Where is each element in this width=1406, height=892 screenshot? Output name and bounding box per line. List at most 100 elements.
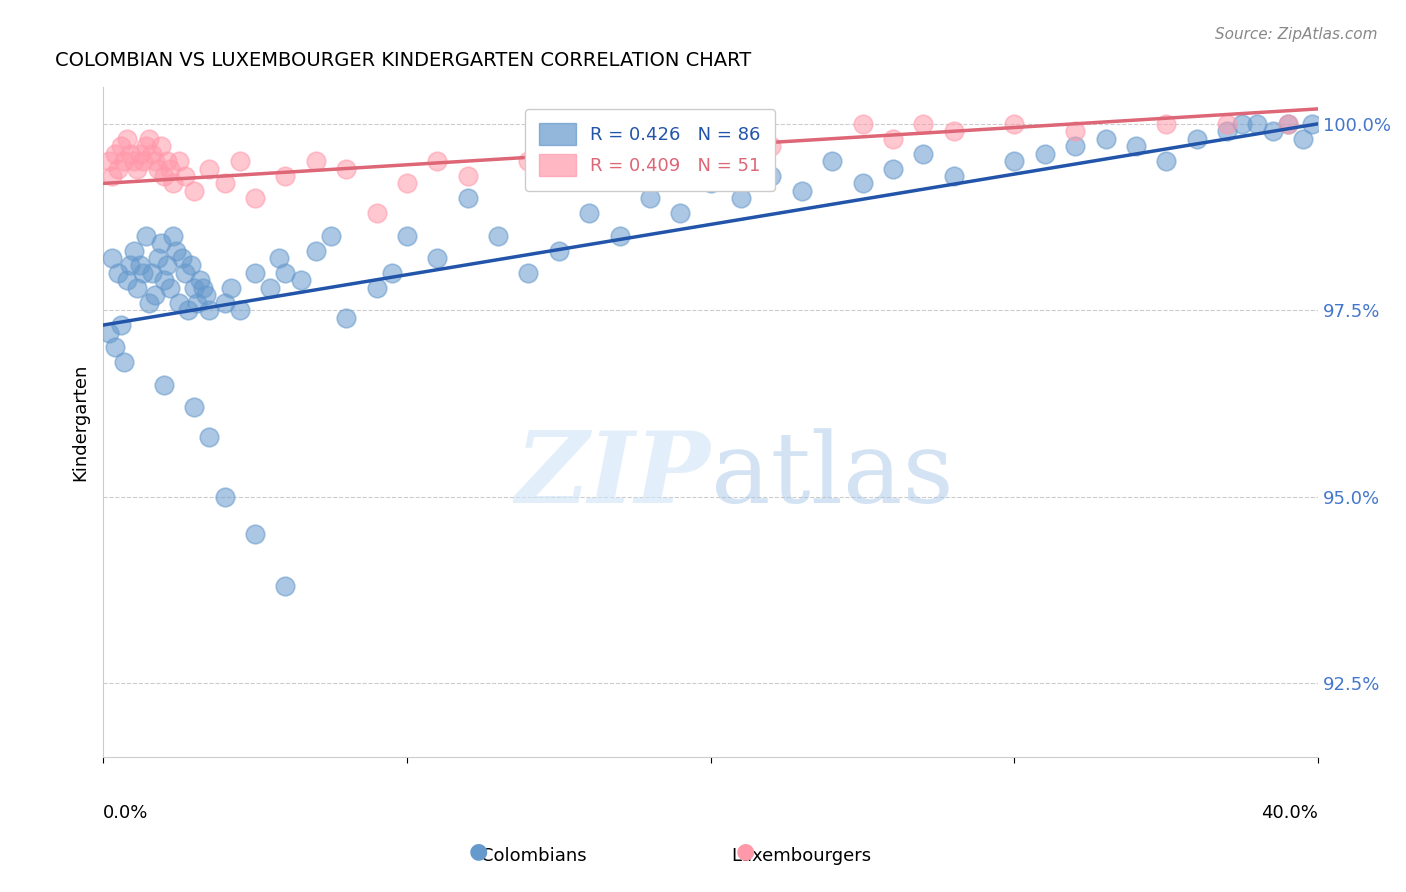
- Point: [426, 154, 449, 169]
- Point: [229, 303, 252, 318]
- Point: [609, 139, 631, 153]
- Point: [1292, 131, 1315, 145]
- Point: [1216, 124, 1239, 138]
- Point: [198, 303, 221, 318]
- Point: [141, 146, 163, 161]
- Point: [167, 295, 190, 310]
- Point: [274, 169, 297, 183]
- Point: [112, 355, 135, 369]
- Point: [1002, 117, 1025, 131]
- Point: [395, 228, 418, 243]
- Point: [381, 266, 404, 280]
- Point: [156, 154, 179, 169]
- Point: [547, 146, 569, 161]
- Point: [942, 124, 965, 138]
- Point: [146, 251, 169, 265]
- Point: [426, 251, 449, 265]
- Point: [195, 288, 218, 302]
- Point: [183, 400, 205, 414]
- Point: [1301, 117, 1323, 131]
- Point: [882, 131, 904, 145]
- Point: [274, 266, 297, 280]
- Point: [1125, 139, 1147, 153]
- Point: [131, 266, 153, 280]
- Text: Source: ZipAtlas.com: Source: ZipAtlas.com: [1215, 27, 1378, 42]
- Text: COLOMBIAN VS LUXEMBOURGER KINDERGARTEN CORRELATION CHART: COLOMBIAN VS LUXEMBOURGER KINDERGARTEN C…: [55, 51, 751, 70]
- Point: [942, 169, 965, 183]
- Point: [851, 117, 873, 131]
- Point: [165, 244, 187, 258]
- Point: [141, 266, 163, 280]
- Point: [162, 177, 184, 191]
- Point: [243, 191, 266, 205]
- Point: [319, 228, 342, 243]
- Point: [486, 228, 509, 243]
- Point: [366, 206, 388, 220]
- Point: [1064, 124, 1087, 138]
- Point: [107, 266, 129, 280]
- Point: [457, 169, 479, 183]
- Point: [790, 184, 813, 198]
- Text: ●: ●: [468, 841, 488, 861]
- Point: [761, 169, 783, 183]
- Point: [1230, 117, 1253, 131]
- Point: [335, 161, 357, 176]
- Point: [912, 146, 935, 161]
- Point: [1064, 139, 1087, 153]
- Point: [120, 146, 142, 161]
- Point: [198, 430, 221, 444]
- Point: [912, 117, 935, 131]
- Point: [122, 244, 145, 258]
- Point: [243, 526, 266, 541]
- Point: [128, 259, 150, 273]
- Point: [1033, 146, 1056, 161]
- Legend: R = 0.426   N = 86, R = 0.409   N = 51: R = 0.426 N = 86, R = 0.409 N = 51: [524, 109, 775, 191]
- Point: [146, 161, 169, 176]
- Point: [131, 154, 153, 169]
- Point: [135, 228, 157, 243]
- Point: [1094, 131, 1116, 145]
- Point: [395, 177, 418, 191]
- Point: [1261, 124, 1284, 138]
- Point: [156, 259, 179, 273]
- Point: [638, 154, 661, 169]
- Point: [186, 295, 208, 310]
- Point: [609, 228, 631, 243]
- Point: [177, 303, 200, 318]
- Point: [125, 161, 148, 176]
- Point: [882, 161, 904, 176]
- Point: [1002, 154, 1025, 169]
- Point: [183, 184, 205, 198]
- Point: [517, 266, 540, 280]
- Point: [1154, 117, 1177, 131]
- Point: [104, 340, 127, 354]
- Point: [699, 131, 721, 145]
- Point: [167, 154, 190, 169]
- Point: [214, 490, 236, 504]
- Point: [143, 288, 166, 302]
- Point: [1277, 117, 1299, 131]
- Point: [112, 154, 135, 169]
- Point: [162, 228, 184, 243]
- Point: [174, 169, 197, 183]
- Point: [149, 235, 172, 250]
- Point: [107, 161, 129, 176]
- Point: [699, 177, 721, 191]
- Point: [305, 154, 328, 169]
- Point: [517, 154, 540, 169]
- Point: [101, 169, 124, 183]
- Point: [259, 281, 281, 295]
- Point: [188, 273, 211, 287]
- Point: [174, 266, 197, 280]
- Point: [153, 377, 176, 392]
- Point: [547, 244, 569, 258]
- Point: [125, 281, 148, 295]
- Point: [159, 281, 181, 295]
- Point: [198, 161, 221, 176]
- Point: [110, 318, 132, 332]
- Text: Colombians: Colombians: [481, 847, 588, 865]
- Point: [117, 273, 139, 287]
- Point: [1216, 117, 1239, 131]
- Point: [1185, 131, 1208, 145]
- Point: [159, 161, 181, 176]
